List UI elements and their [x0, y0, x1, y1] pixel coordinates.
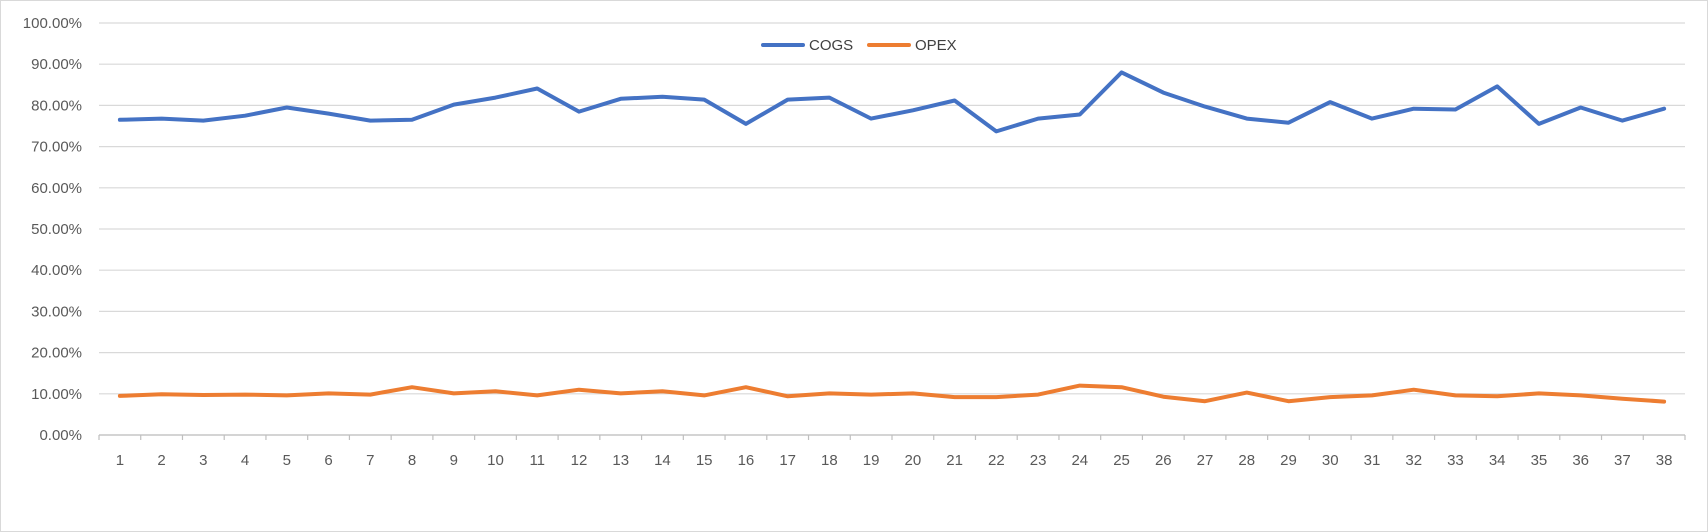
- x-tick-label: 9: [450, 452, 458, 469]
- y-tick-label: 90.00%: [31, 56, 82, 73]
- x-tick-label: 7: [366, 452, 374, 469]
- y-tick-label: 20.00%: [31, 345, 82, 362]
- y-tick-label: 80.00%: [31, 97, 82, 114]
- x-tick-label: 20: [905, 452, 922, 469]
- x-tick-label: 1: [116, 452, 124, 469]
- y-axis-tick-labels: 0.00% 10.00% 20.00% 30.00% 40.00% 50.00% 60.00…: [23, 15, 82, 444]
- x-tick-label: 28: [1238, 452, 1255, 469]
- x-tick-label: 12: [571, 452, 588, 469]
- x-tick-label: 23: [1030, 452, 1047, 469]
- x-tick-label: 8: [408, 452, 416, 469]
- series-line-cogs: [117, 70, 1667, 134]
- x-tick-label: 22: [988, 452, 1005, 469]
- x-axis-tick-labels: 1 2 3 4 5 6 7 8 9 10 11 12 13 14 15 16 17 18 19 20 21 22 23 24 2…: [116, 452, 1673, 469]
- y-tick-label: 0.00%: [39, 427, 82, 444]
- x-tick-label: 4: [241, 452, 249, 469]
- x-tick-label: 38: [1656, 452, 1673, 469]
- x-tick-label: 34: [1489, 452, 1506, 469]
- legend-label-cogs: COGS: [809, 37, 853, 54]
- x-tick-label: 17: [779, 452, 796, 469]
- x-tick-label: 19: [863, 452, 880, 469]
- legend-label-opex: OPEX: [915, 37, 957, 54]
- y-tick-label: 40.00%: [31, 262, 82, 279]
- x-tick-label: 21: [946, 452, 963, 469]
- x-tick-label: 33: [1447, 452, 1464, 469]
- y-tick-label: 10.00%: [31, 386, 82, 403]
- y-tick-label: 100.00%: [23, 15, 82, 32]
- x-tick-label: 25: [1113, 452, 1130, 469]
- x-tick-label: 37: [1614, 452, 1631, 469]
- y-tick-label: 30.00%: [31, 303, 82, 320]
- series-lines: [117, 70, 1667, 404]
- y-tick-label: 70.00%: [31, 139, 82, 156]
- x-tick-label: 26: [1155, 452, 1172, 469]
- y-tick-label: 50.00%: [31, 221, 82, 238]
- series-line-opex: [117, 383, 1667, 404]
- legend: COGS OPEX: [761, 37, 957, 54]
- x-tick-label: 30: [1322, 452, 1339, 469]
- x-tick-label: 14: [654, 452, 671, 469]
- x-tick-label: 32: [1405, 452, 1422, 469]
- x-tick-label: 3: [199, 452, 207, 469]
- y-tick-label: 60.00%: [31, 180, 82, 197]
- x-tick-label: 36: [1572, 452, 1589, 469]
- x-tick-label: 10: [487, 452, 504, 469]
- x-tick-label: 11: [529, 452, 545, 469]
- x-tick-label: 29: [1280, 452, 1297, 469]
- x-tick-label: 5: [283, 452, 291, 469]
- x-tick-label: 2: [157, 452, 165, 469]
- x-tick-label: 18: [821, 452, 838, 469]
- x-tick-label: 31: [1364, 452, 1381, 469]
- x-tick-label: 35: [1531, 452, 1548, 469]
- x-tick-label: 6: [324, 452, 332, 469]
- x-tick-label: 13: [612, 452, 629, 469]
- x-tick-label: 16: [738, 452, 755, 469]
- x-tick-label: 15: [696, 452, 713, 469]
- gridlines: [98, 22, 1686, 440]
- x-tick-label: 27: [1197, 452, 1214, 469]
- x-tick-label: 24: [1071, 452, 1088, 469]
